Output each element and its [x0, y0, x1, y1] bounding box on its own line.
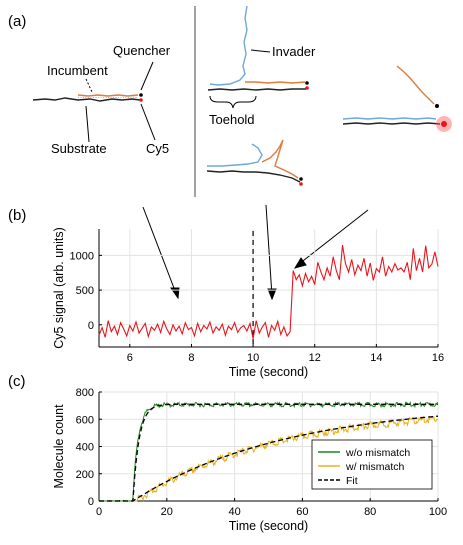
arrow-right: [298, 209, 369, 265]
arrow-middle-head: [267, 288, 277, 301]
x-tick-label: 14: [370, 352, 382, 364]
x-tick-label: 80: [364, 506, 376, 518]
cy5-pointer: [140, 103, 156, 141]
invader-label: Invader: [272, 44, 316, 59]
legend: w/o mismatch w/ mismatch Fit: [311, 439, 433, 490]
chart-c: 0 20 40 60 80 100 0 200 400 600 800 Time (second) Mo…: [52, 387, 447, 533]
y-tick-label: 800: [76, 387, 94, 399]
incumbent-strand: [77, 94, 139, 97]
y-tick-label: 400: [76, 442, 94, 454]
x-axis-label: Time (second): [229, 519, 308, 533]
quencher-dot: [139, 93, 143, 97]
toehold-brace: [209, 95, 257, 109]
substrate-label: Substrate: [51, 141, 107, 156]
y-tick-label: 0: [88, 496, 94, 508]
free-invader: [342, 117, 437, 120]
cy5-label: Cy5: [146, 141, 169, 156]
x-tick-label: 8: [188, 352, 194, 364]
invader-strand: [209, 5, 248, 86]
substrate-pointer: [85, 105, 90, 143]
x-tick-label: 40: [228, 506, 240, 518]
x-tick-label: 20: [161, 506, 173, 518]
legend-box: [311, 439, 433, 490]
panel-b-tag: (b): [8, 207, 26, 224]
y-tick-label: 600: [76, 414, 94, 426]
x-axis-label: Time (second): [229, 365, 308, 379]
cy5-signal-line: [98, 244, 439, 339]
substrate-strand: [32, 97, 141, 102]
glowing-cy5-dot: [441, 121, 447, 127]
y-tick-label: 500: [76, 285, 94, 297]
y-tick-label: 0: [88, 320, 94, 332]
panel-a: (a) Incumbent Quencher Substrate Cy5: [8, 5, 452, 301]
wo-mismatch-line: [98, 400, 439, 502]
x-tick-label: 16: [432, 352, 444, 364]
x-tick-label: 6: [127, 352, 133, 364]
fit-slow-line: [99, 415, 439, 502]
panel-b: (b) 6 8 10 12 14 16 0 500 1000 Time (second) Cy5 s…: [8, 207, 444, 379]
event-arrows: [142, 204, 369, 301]
chart-b: 6 8 10 12 14 16 0 500 1000 Time (second) Cy5 signa…: [52, 227, 444, 379]
y-axis-label: Molecule count: [52, 404, 66, 489]
panel-c-tag: (c): [8, 373, 26, 390]
bm-incumbent: [261, 139, 299, 179]
bm-invader: [207, 143, 263, 167]
x-tick-label: 100: [429, 506, 447, 518]
invader-pointer: [250, 49, 271, 53]
left-complex: Incumbent Quencher Substrate Cy5: [32, 43, 171, 156]
legend-label: w/o mismatch: [345, 447, 410, 459]
bm-cy5-dot: [299, 182, 303, 186]
right-products: [342, 65, 452, 132]
y-axis-label: Cy5 signal (arb. units): [52, 227, 66, 349]
mid-quencher-dot: [305, 81, 309, 85]
mid-cy5-dot: [305, 86, 309, 90]
middle-complex: Invader Toehold: [207, 5, 316, 127]
w-mismatch-line: [98, 415, 439, 502]
mid-incumbent: [245, 81, 306, 84]
bottom-complex: [206, 139, 303, 186]
arrow-left: [142, 206, 178, 297]
quencher-pointer: [140, 61, 154, 91]
free-substrate: [342, 122, 441, 125]
legend-label: w/ mismatch: [345, 461, 405, 473]
cy5-dot: [139, 98, 143, 102]
x-tick-label: 60: [296, 506, 308, 518]
panel-a-tag: (a): [8, 13, 26, 30]
y-tick-label: 1000: [70, 250, 94, 262]
mid-substrate: [207, 88, 306, 91]
y-tick-label: 200: [76, 469, 94, 481]
x-tick-label: 10: [247, 352, 259, 364]
incumbent-label: Incumbent: [47, 63, 108, 78]
quencher-label: Quencher: [113, 43, 171, 58]
legend-label: Fit: [346, 475, 358, 487]
released-incumbent: [396, 65, 435, 105]
incumbent-pointer: [85, 78, 93, 93]
toehold-label: Toehold: [209, 112, 255, 127]
fit-fast-line: [99, 403, 438, 502]
arrow-middle: [265, 204, 273, 297]
released-quencher-dot: [435, 104, 439, 108]
x-tick-label: 0: [96, 506, 102, 518]
arrow-right-head: [293, 257, 307, 269]
arrow-left-head: [170, 287, 180, 300]
x-tick-label: 12: [309, 352, 321, 364]
bm-substrate: [206, 170, 301, 183]
panel-c: (c) 0 20 40 60 80 100 0 200 400 600 800 Time (secon…: [8, 373, 447, 533]
bm-quencher-dot: [299, 177, 303, 181]
